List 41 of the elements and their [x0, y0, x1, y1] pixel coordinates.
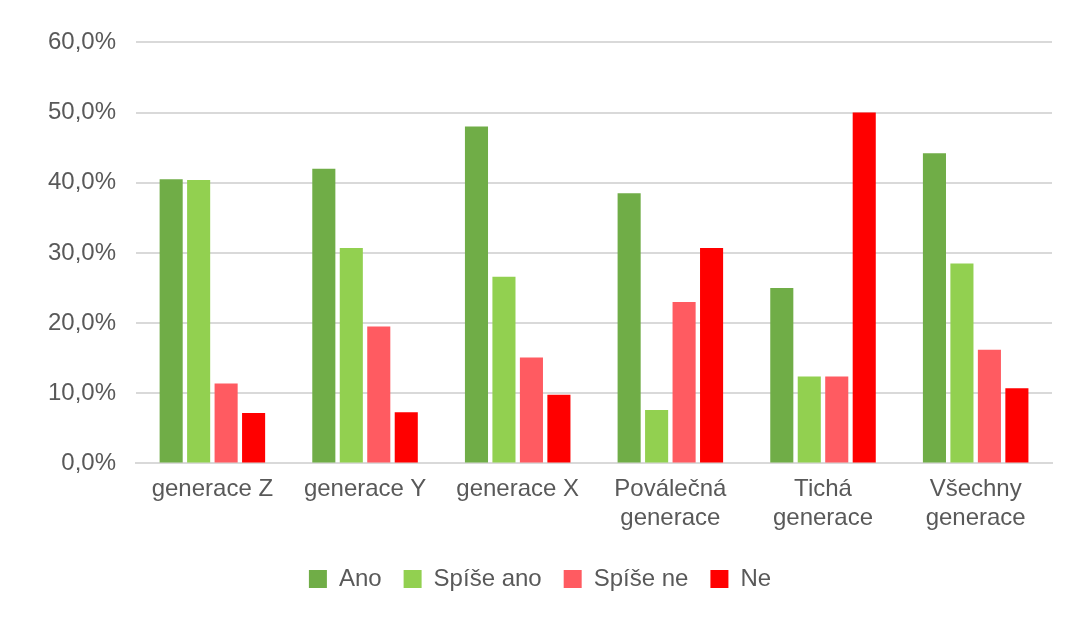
- bar: [339, 247, 363, 463]
- bar: [797, 376, 821, 463]
- bar: [214, 383, 238, 463]
- bar: [950, 263, 974, 463]
- y-tick-label: 20,0%: [47, 307, 117, 335]
- bar: [922, 153, 946, 463]
- x-tick-label: Poválečná generace: [614, 474, 728, 531]
- bar: [770, 287, 794, 463]
- x-tick-label: Všechny generace: [925, 474, 1026, 531]
- y-tick-label: 30,0%: [47, 237, 117, 265]
- bar: [672, 302, 696, 463]
- y-tick-label: 0,0%: [61, 448, 117, 476]
- bar: [700, 247, 724, 463]
- bar: [187, 179, 211, 463]
- bar: [825, 376, 849, 463]
- y-tick-label: 60,0%: [47, 27, 117, 55]
- bar: [645, 410, 669, 463]
- bar: [977, 349, 1001, 463]
- x-tick-label: generace Y: [303, 474, 427, 502]
- x-tick-label: generace Z: [151, 474, 274, 502]
- x-tick-label: Tichá generace: [772, 474, 874, 531]
- bar: [547, 394, 571, 463]
- legend-label: Spíše ne: [593, 563, 689, 591]
- bar: [312, 168, 336, 463]
- bar: [492, 276, 516, 463]
- x-tick-label: generace X: [456, 474, 580, 502]
- legend-label: Spíše ano: [433, 563, 542, 591]
- bar: [367, 326, 391, 463]
- y-tick-label: 50,0%: [47, 97, 117, 125]
- bar: [1005, 388, 1029, 463]
- bar: [852, 112, 876, 463]
- bar: [394, 412, 418, 463]
- bar: [159, 179, 183, 463]
- y-tick-label: 10,0%: [47, 377, 117, 405]
- bar: [464, 126, 489, 463]
- y-tick-label: 40,0%: [47, 167, 117, 195]
- legend-label: Ne: [740, 563, 772, 591]
- legend-label: Ano: [338, 563, 382, 591]
- bar: [617, 193, 641, 463]
- bar: [519, 357, 543, 463]
- bar: [242, 412, 266, 463]
